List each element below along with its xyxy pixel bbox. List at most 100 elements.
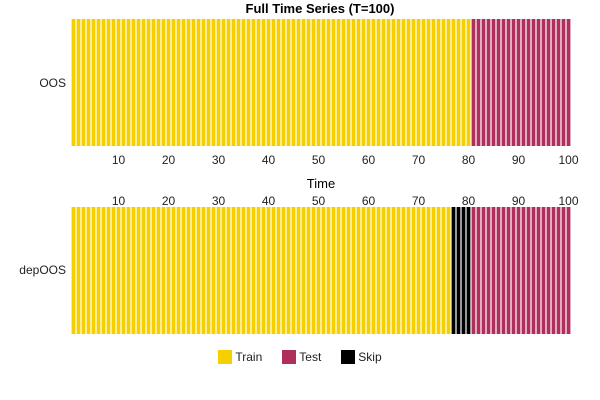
bar-depoos-t93 [531, 207, 536, 334]
bar-oos-t47 [301, 19, 306, 146]
bar-depoos-t60 [366, 207, 371, 334]
bar-oos-t20 [166, 19, 171, 146]
x-tick-label: 80 [462, 194, 476, 208]
x-tick-label: 10 [112, 194, 126, 208]
bar-depoos-t86 [496, 207, 501, 334]
bar-oos-t3 [81, 19, 86, 146]
bar-depoos-t55 [341, 207, 346, 334]
bar-depoos-t42 [276, 207, 281, 334]
bar-depoos-t29 [211, 207, 216, 334]
bar-depoos-t13 [131, 207, 136, 334]
bar-oos-t79 [461, 19, 466, 146]
x-tick-label: 100 [558, 153, 578, 167]
bar-oos-t65 [391, 19, 396, 146]
bar-oos-t51 [321, 19, 326, 146]
bar-oos-t37 [251, 19, 256, 146]
bar-depoos-t71 [421, 207, 426, 334]
bar-depoos-t69 [411, 207, 416, 334]
bar-oos-t60 [366, 19, 371, 146]
bar-depoos-t51 [321, 207, 326, 334]
x-tick-label: 20 [162, 153, 176, 167]
bar-oos-t88 [506, 19, 511, 146]
bar-depoos-t22 [176, 207, 181, 334]
x-tick-label: 90 [512, 153, 526, 167]
bar-depoos-t82 [476, 207, 481, 334]
bar-oos-t57 [351, 19, 356, 146]
bar-depoos-t40 [266, 207, 271, 334]
bar-depoos-t24 [186, 207, 191, 334]
bar-depoos-t45 [291, 207, 296, 334]
x-tick-label: 30 [212, 194, 226, 208]
bar-oos-t22 [176, 19, 181, 146]
bar-oos-t81 [471, 19, 476, 146]
bar-depoos-t3 [81, 207, 86, 334]
bar-oos-t49 [311, 19, 316, 146]
bar-depoos-t39 [261, 207, 266, 334]
bar-depoos-t15 [141, 207, 146, 334]
bar-oos-t99 [561, 19, 566, 146]
bar-oos-t100 [566, 19, 571, 146]
bar-depoos-t90 [516, 207, 521, 334]
x-ticks-bottom: 10 20 30 40 50 60 70 80 90 100 [112, 153, 579, 167]
bar-depoos-t49 [311, 207, 316, 334]
bar-oos-t9 [111, 19, 116, 146]
legend-label-test: Test [299, 350, 322, 364]
bar-oos-t13 [131, 19, 136, 146]
bar-oos-t67 [401, 19, 406, 146]
x-tick-label: 40 [262, 153, 276, 167]
bar-depoos-t77 [451, 207, 456, 334]
bar-depoos-t92 [526, 207, 531, 334]
bar-oos-t31 [221, 19, 226, 146]
bar-depoos-t58 [356, 207, 361, 334]
bar-oos-t17 [151, 19, 156, 146]
bar-oos-t93 [531, 19, 536, 146]
bar-oos-t66 [396, 19, 401, 146]
panel-depoos: 10 20 30 40 50 60 70 80 90 100 depOOS [19, 194, 579, 334]
x-tick-label: 70 [412, 194, 426, 208]
bar-depoos-t37 [251, 207, 256, 334]
bar-depoos-t53 [331, 207, 336, 334]
bar-depoos-t57 [351, 207, 356, 334]
legend-label-train: Train [235, 350, 263, 364]
bar-depoos-t81 [471, 207, 476, 334]
bar-depoos-t73 [431, 207, 436, 334]
bar-oos-t69 [411, 19, 416, 146]
bar-oos-t64 [386, 19, 391, 146]
bar-oos-t23 [181, 19, 186, 146]
bar-oos-t55 [341, 19, 346, 146]
bar-oos-t71 [421, 19, 426, 146]
bar-depoos-t98 [556, 207, 561, 334]
bar-oos-t43 [281, 19, 286, 146]
bar-depoos-t23 [181, 207, 186, 334]
bar-oos-t15 [141, 19, 146, 146]
x-tick-label: 60 [362, 153, 376, 167]
bar-oos-t26 [196, 19, 201, 146]
bar-depoos-t66 [396, 207, 401, 334]
bar-depoos-t59 [361, 207, 366, 334]
bar-oos-t68 [406, 19, 411, 146]
x-tick-label: 50 [312, 153, 326, 167]
bar-oos-t89 [511, 19, 516, 146]
bar-oos-t85 [491, 19, 496, 146]
bar-depoos-t35 [241, 207, 246, 334]
x-tick-label: 70 [412, 153, 426, 167]
bar-oos-t72 [426, 19, 431, 146]
bar-depoos-t27 [201, 207, 206, 334]
bar-depoos-t63 [381, 207, 386, 334]
bar-depoos-t48 [306, 207, 311, 334]
bar-depoos-t25 [191, 207, 196, 334]
bar-oos-t50 [316, 19, 321, 146]
legend-swatch-test [282, 350, 297, 364]
bar-depoos-t6 [96, 207, 101, 334]
bar-oos-t82 [476, 19, 481, 146]
bar-oos-t46 [296, 19, 301, 146]
bars-depoos [71, 207, 571, 334]
bar-oos-t44 [286, 19, 291, 146]
bar-oos-t98 [556, 19, 561, 146]
bar-oos-t1 [71, 19, 76, 146]
bar-depoos-t43 [281, 207, 286, 334]
bar-oos-t76 [446, 19, 451, 146]
bar-depoos-t36 [246, 207, 251, 334]
bar-oos-t97 [551, 19, 556, 146]
bar-oos-t10 [116, 19, 121, 146]
